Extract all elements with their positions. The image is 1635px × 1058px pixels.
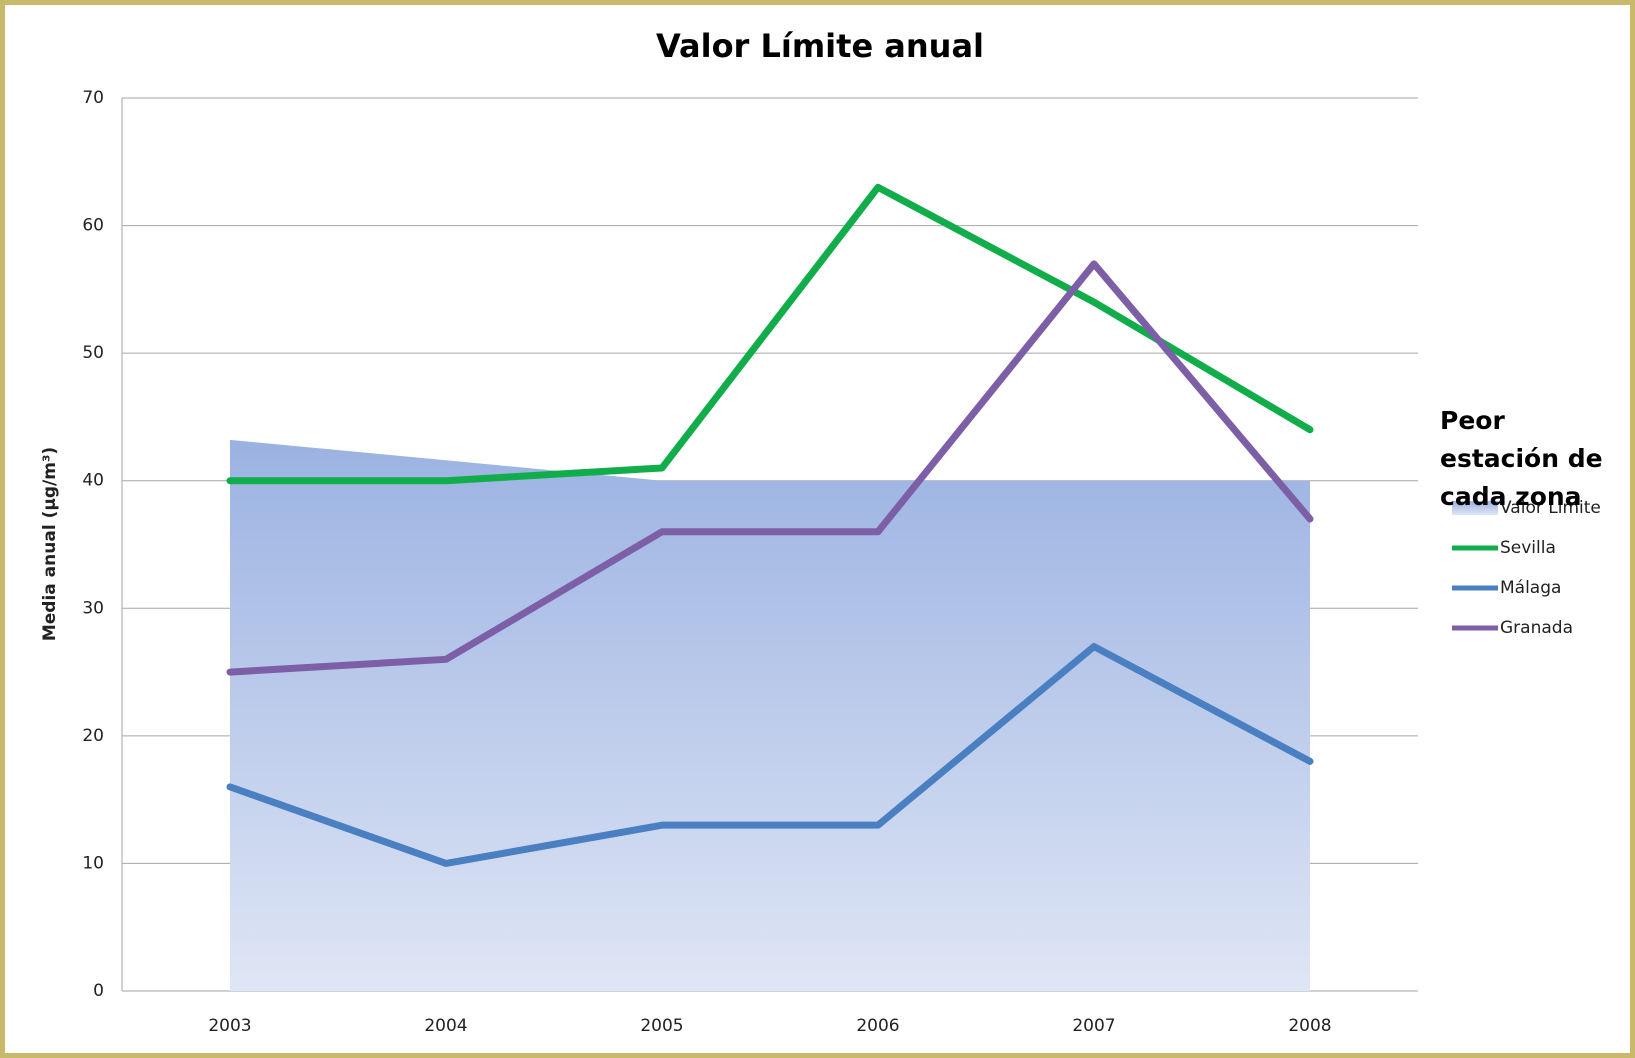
legend-swatch bbox=[1452, 501, 1498, 515]
chart-title: Valor Límite anual bbox=[656, 27, 984, 65]
legend-label: Málaga bbox=[1500, 578, 1561, 598]
legend-label: Valor Límite bbox=[1500, 498, 1601, 518]
y-tick-label: 40 bbox=[82, 471, 104, 491]
x-tick-label: 2005 bbox=[640, 1016, 683, 1036]
legend-label: Sevilla bbox=[1500, 538, 1556, 558]
y-tick-label: 10 bbox=[82, 853, 104, 873]
line bbox=[226, 643, 1314, 867]
area bbox=[230, 439, 1310, 991]
y-tick-label: 20 bbox=[82, 726, 104, 746]
x-tick-label: 2003 bbox=[208, 1016, 251, 1036]
line bbox=[226, 260, 1314, 676]
y-tick-label: 60 bbox=[82, 216, 104, 236]
y-tick-label: 70 bbox=[82, 88, 104, 108]
y-tick-label: 0 bbox=[93, 981, 104, 1001]
x-tick-label: 2004 bbox=[424, 1016, 467, 1036]
legend-label: Granada bbox=[1500, 618, 1573, 638]
x-tick-label: 2008 bbox=[1288, 1016, 1331, 1036]
legend-title: Peor estación de cada zona bbox=[1440, 406, 1603, 511]
x-tick-label: 2007 bbox=[1072, 1016, 1115, 1036]
x-tick-label: 2006 bbox=[856, 1016, 899, 1036]
line bbox=[226, 183, 1314, 485]
y-axis-label: Media anual (µg/m³) bbox=[40, 447, 60, 641]
y-tick-label: 30 bbox=[82, 598, 104, 618]
y-tick-label: 50 bbox=[82, 343, 104, 363]
